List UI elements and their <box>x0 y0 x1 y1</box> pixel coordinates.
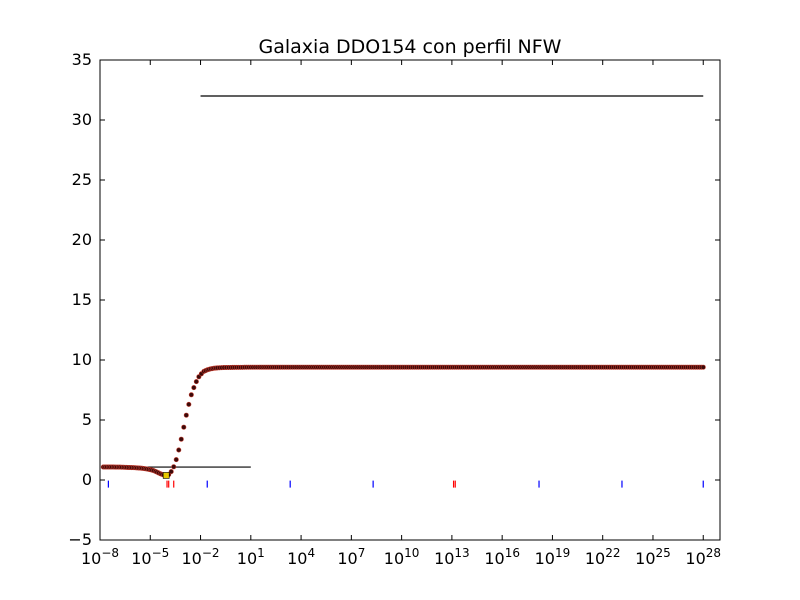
highlight-point <box>162 472 170 479</box>
data-point <box>186 401 192 407</box>
x-tick-label: 1022 <box>585 546 621 568</box>
data-point <box>178 436 184 442</box>
plot-area: −5 0 5 10 15 20 25 30 35 10−8 10−5 10−2 101 104 107 101… <box>68 50 721 568</box>
x-tick-label: 1016 <box>484 546 520 568</box>
x-tick-label: 10−2 <box>182 546 220 568</box>
data-point <box>173 457 179 463</box>
chart-title: Galaxia DDO154 con perfil NFW <box>259 36 562 58</box>
y-tick-label: 15 <box>72 290 92 309</box>
data-point <box>191 385 197 391</box>
x-tick-label: 1028 <box>685 546 721 568</box>
x-tick-label: 1025 <box>635 546 671 568</box>
y-tick-label: 30 <box>72 110 92 129</box>
y-tick-label: −5 <box>68 530 92 549</box>
data-point <box>181 424 187 430</box>
data-point <box>188 392 194 398</box>
data-point <box>171 464 177 470</box>
y-tick-label: 5 <box>82 410 92 429</box>
data-point <box>700 364 706 370</box>
x-tick-label: 1019 <box>535 546 571 568</box>
x-tick-label: 107 <box>337 546 365 568</box>
x-tick-label: 104 <box>287 546 315 568</box>
y-tick-label: 35 <box>72 50 92 69</box>
data-point <box>183 412 189 418</box>
data-point <box>168 469 174 475</box>
axes-frame <box>99 59 721 541</box>
x-tick-label: 10−5 <box>131 546 169 568</box>
x-tick-label: 1010 <box>384 546 420 568</box>
x-tick-label: 10−8 <box>81 546 119 568</box>
y-tick-label: 20 <box>72 230 92 249</box>
data-point <box>176 447 182 453</box>
y-tick-label: 10 <box>72 350 92 369</box>
data-point <box>193 379 199 385</box>
y-tick-label: 0 <box>82 470 92 489</box>
x-tick-label: 101 <box>237 546 265 568</box>
x-tick-label: 1013 <box>434 546 470 568</box>
y-tick-label: 25 <box>72 170 92 189</box>
